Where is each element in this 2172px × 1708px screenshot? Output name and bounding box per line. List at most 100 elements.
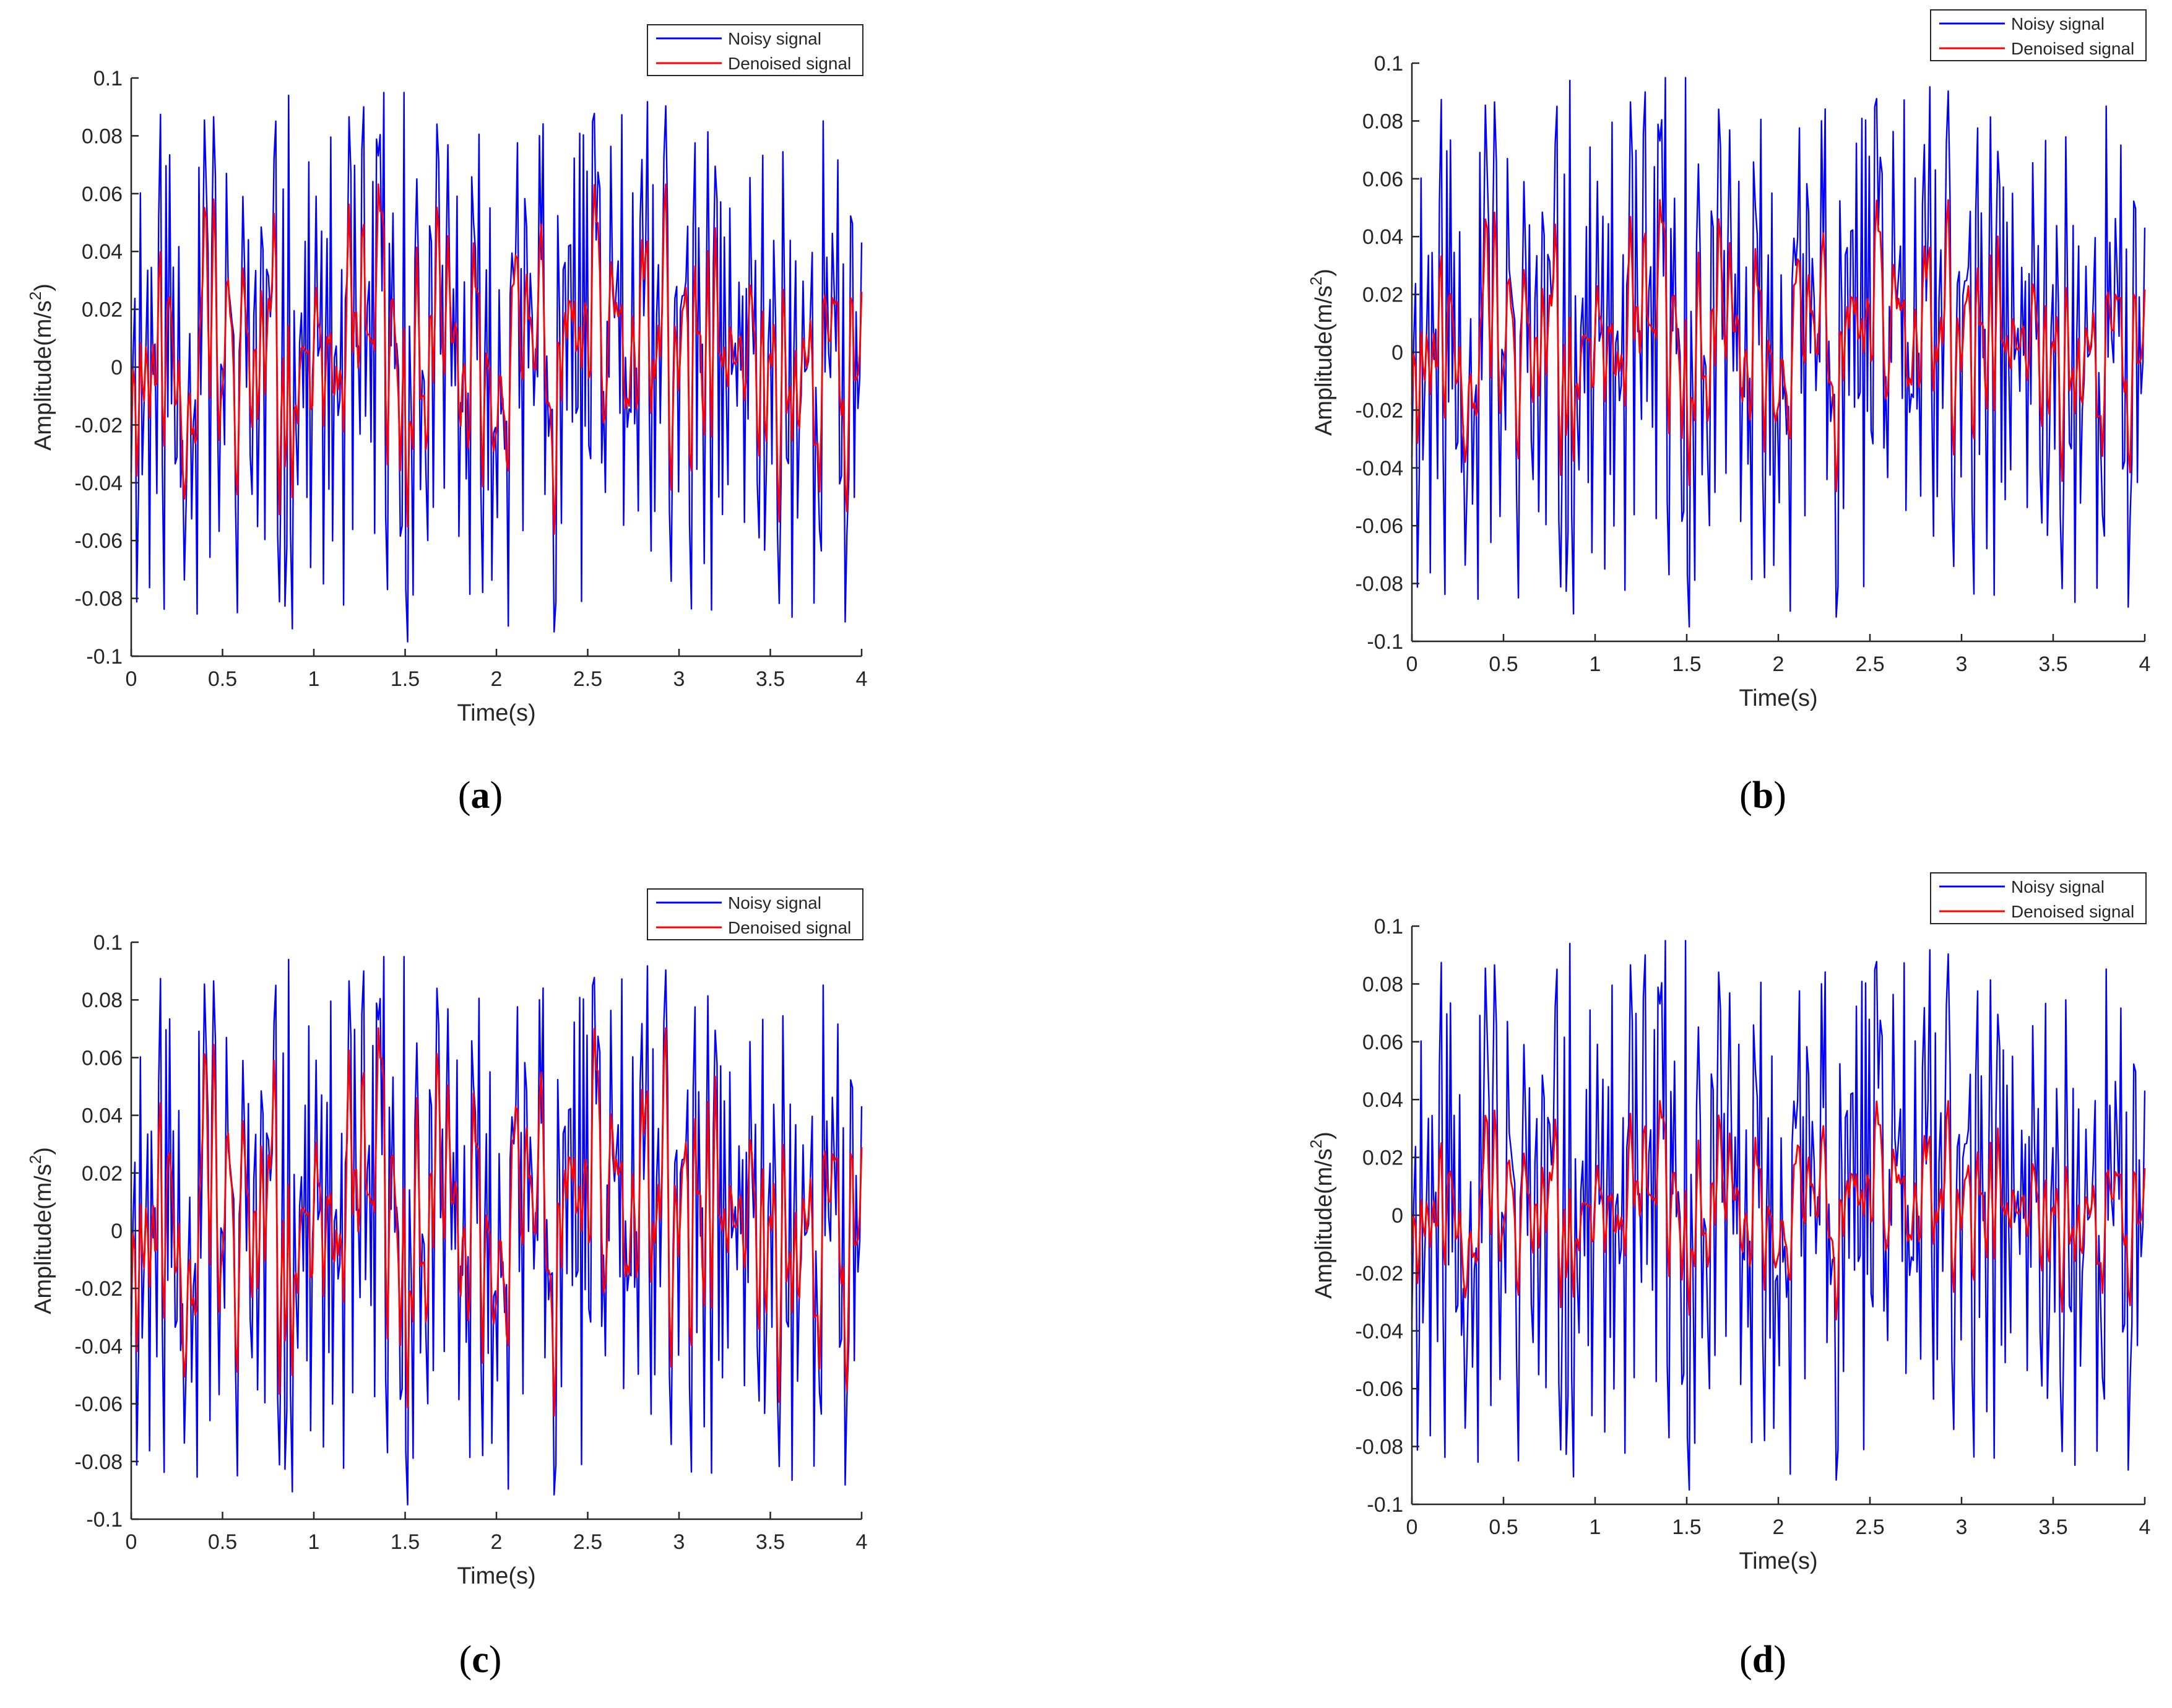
series-line-denoised: [130, 183, 863, 535]
x-tick-label: 2: [491, 1530, 503, 1554]
chart-svg-c: 0 0.5 1 1.5 2 2.5 3 3.5 4 -0.1 -0.08 -0.06 -0.04 -0.0…: [26, 888, 868, 1589]
legend-label-denoised: Denoised signal: [728, 918, 851, 937]
y-tick-label: -0.02: [1356, 399, 1404, 422]
y-axis-label: Amplitude(m/s2): [26, 1147, 56, 1314]
y-tick-label: -0.02: [75, 1277, 123, 1301]
x-tick-label: 1.5: [1672, 1515, 1701, 1539]
x-tick-label: 1: [308, 1530, 320, 1554]
y-tick-label: 0.06: [1362, 168, 1403, 191]
y-tick-label: 0.04: [82, 1104, 123, 1128]
caption-c: (c): [459, 1639, 502, 1681]
y-tick-label: 0.08: [1362, 973, 1403, 996]
legend-label-noisy: Noisy signal: [728, 29, 821, 48]
series-line-noisy: [1411, 940, 2146, 1491]
series-line-denoised: [130, 1027, 863, 1417]
chart-panel-c: 0 0.5 1 1.5 2 2.5 3 3.5 4 -0.1 -0.08 -0.06 -0.04 -0.0…: [0, 854, 1086, 1708]
x-tick-label: 1: [308, 667, 320, 691]
y-tick-label: 0.08: [82, 989, 123, 1012]
x-axis-label: Time(s): [457, 700, 535, 726]
x-tick-label: 0.5: [1489, 652, 1518, 676]
y-tick-label: -0.1: [86, 645, 123, 669]
legend-label-noisy: Noisy signal: [2011, 877, 2105, 896]
chart-panel-b: 0 0.5 1 1.5 2 2.5 3 3.5 4 -0.1 -0.08 -0.06 -0.04 -0.0…: [1086, 0, 2172, 854]
y-tick-label: 0.1: [1374, 915, 1403, 939]
y-tick-label: 0: [1391, 1204, 1403, 1228]
x-tick-label: 3.5: [756, 667, 785, 691]
y-tick-label: -0.04: [75, 472, 123, 495]
legend: Noisy signal Denoised signal: [1930, 872, 2147, 924]
y-tick-label: -0.08: [75, 587, 123, 611]
y-tick-label: 0.04: [1362, 1088, 1403, 1112]
chart-panel-d: 0 0.5 1 1.5 2 2.5 3 3.5 4 -0.1 -0.08 -0.06 -0.04 -0.0…: [1086, 854, 2172, 1708]
y-tick-label: 0.1: [1374, 52, 1403, 76]
x-tick-label: 0: [1406, 652, 1418, 676]
y-tick-label: -0.06: [75, 529, 123, 553]
x-axis-label: Time(s): [1739, 685, 1817, 711]
legend-label-noisy: Noisy signal: [2011, 14, 2105, 33]
legend-label-denoised: Denoised signal: [728, 54, 851, 73]
y-tick-label: 0: [111, 1220, 123, 1243]
legend-box: [647, 888, 863, 940]
y-tick-label: 0: [111, 356, 123, 379]
x-tick-label: 1: [1590, 652, 1601, 676]
legend-box: [1930, 9, 2147, 61]
y-tick-label: -0.08: [1356, 573, 1404, 596]
y-tick-label: 0: [1391, 341, 1403, 365]
chart-svg-d: 0 0.5 1 1.5 2 2.5 3 3.5 4 -0.1 -0.08 -0.06 -0.04 -0.0…: [1307, 872, 2151, 1574]
y-tick-label: 0.04: [82, 240, 123, 264]
x-axis-label: Time(s): [457, 1563, 535, 1589]
caption-b-letter: b: [1752, 774, 1774, 817]
y-tick-label: 0.02: [82, 1162, 123, 1186]
x-tick-label: 1: [1590, 1515, 1601, 1539]
y-tick-label: -0.1: [1367, 630, 1403, 654]
caption-a-letter: a: [470, 774, 490, 817]
legend-box: [1930, 872, 2147, 924]
x-tick-label: 2: [491, 667, 503, 691]
y-axis-label: Amplitude(m/s2): [1307, 269, 1337, 436]
chart-panel-a: 0 0.5 1 1.5 2 2.5 3 3.5 4 -0.1 -0.08 -0.06 -0.04 -0.0…: [0, 0, 1086, 854]
y-tick-label: -0.02: [75, 414, 123, 437]
y-tick-label: -0.04: [1356, 457, 1404, 480]
x-axis-label: Time(s): [1739, 1548, 1817, 1574]
x-tick-label: 4: [856, 667, 868, 691]
x-tick-label: 0: [126, 667, 137, 691]
y-tick-label: -0.04: [75, 1335, 123, 1358]
x-tick-label: 1.5: [391, 1530, 420, 1554]
legend-label-denoised: Denoised signal: [2011, 39, 2134, 58]
legend-label-denoised: Denoised signal: [2011, 902, 2134, 921]
x-tick-label: 2.5: [1855, 1515, 1884, 1539]
caption-a: (a): [457, 774, 503, 817]
x-tick-label: 3: [1956, 652, 1968, 676]
y-tick-label: -0.1: [1367, 1493, 1403, 1517]
x-tick-label: 0.5: [208, 667, 237, 691]
x-tick-label: 2.5: [573, 667, 602, 691]
y-tick-label: 0.02: [1362, 1147, 1403, 1170]
x-tick-label: 3.5: [756, 1530, 785, 1554]
x-tick-label: 3: [673, 1530, 685, 1554]
y-tick-label: -0.06: [1356, 514, 1404, 538]
x-tick-label: 3: [1956, 1515, 1968, 1539]
x-tick-label: 4: [2139, 1515, 2151, 1539]
legend: Noisy signal Denoised signal: [1930, 9, 2147, 61]
y-axis-label: Amplitude(m/s2): [26, 284, 56, 451]
legend: Noisy signal Denoised signal: [647, 24, 863, 76]
x-tick-label: 1.5: [1672, 652, 1701, 676]
x-tick-label: 0.5: [208, 1530, 237, 1554]
y-tick-label: 0.06: [82, 1046, 123, 1070]
x-tick-label: 2: [1773, 652, 1785, 676]
x-tick-label: 4: [856, 1530, 868, 1554]
y-tick-label: 0.02: [82, 298, 123, 322]
legend-label-noisy: Noisy signal: [728, 893, 821, 913]
caption-d: (d): [1739, 1639, 1786, 1681]
x-tick-label: 0: [126, 1530, 137, 1554]
chart-svg-a: 0 0.5 1 1.5 2 2.5 3 3.5 4 -0.1 -0.08 -0.06 -0.04 -0.0…: [26, 24, 868, 726]
y-axis-label: Amplitude(m/s2): [1307, 1132, 1337, 1299]
x-tick-label: 3: [673, 667, 685, 691]
y-tick-label: -0.08: [1356, 1436, 1404, 1459]
y-tick-label: 0.1: [93, 931, 123, 955]
y-tick-label: 0.1: [93, 67, 123, 90]
x-tick-label: 0.5: [1489, 1515, 1518, 1539]
x-tick-label: 2.5: [1855, 652, 1884, 676]
x-tick-label: 0: [1406, 1515, 1418, 1539]
y-tick-label: -0.02: [1356, 1262, 1404, 1285]
